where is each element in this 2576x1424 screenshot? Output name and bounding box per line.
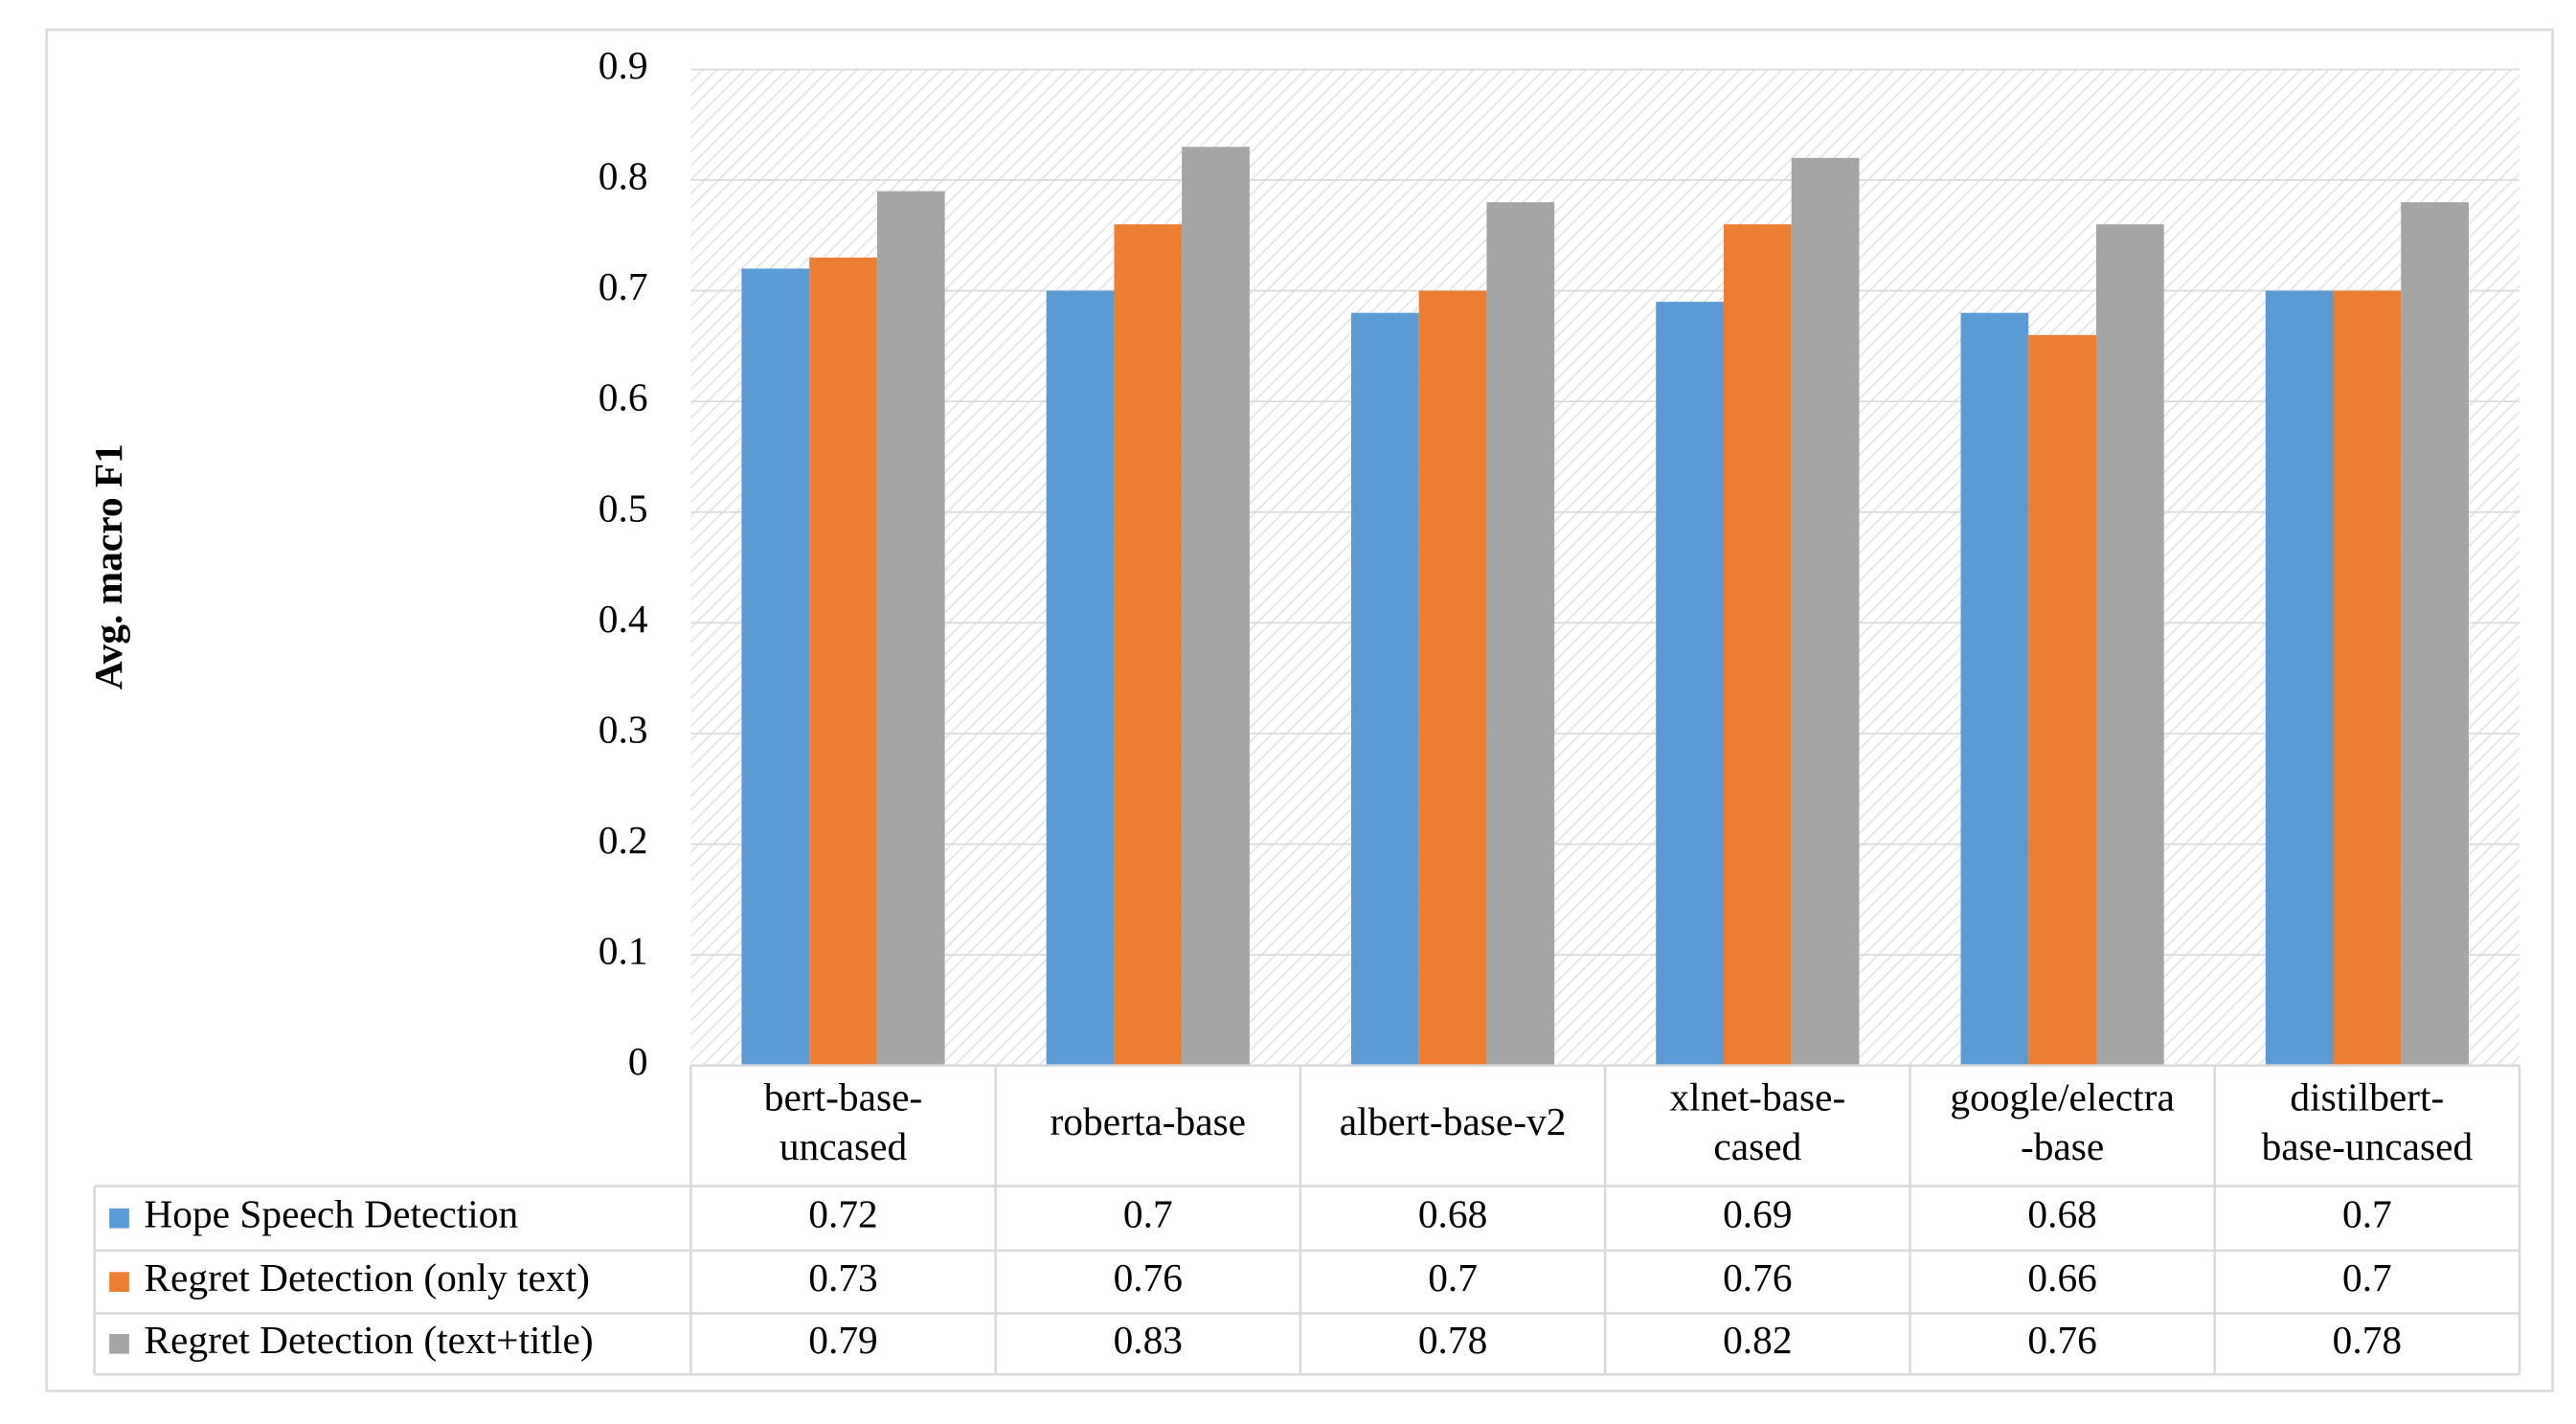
- legend-label: Hope Speech Detection: [144, 1192, 518, 1236]
- table-value: 0.78: [1418, 1318, 1487, 1362]
- table-value: 0.73: [808, 1255, 877, 1300]
- bar: [2401, 202, 2469, 1066]
- x-tick-label: -base: [2021, 1124, 2104, 1168]
- y-tick-label: 0: [628, 1039, 648, 1083]
- table-value: 0.7: [2342, 1192, 2392, 1236]
- bar: [1960, 312, 2029, 1066]
- legend-swatch: [109, 1272, 129, 1292]
- legend-swatch: [109, 1333, 129, 1354]
- x-tick-label: roberta-base: [1051, 1099, 1247, 1143]
- y-tick-label: 0.5: [599, 486, 648, 530]
- bar: [1046, 290, 1115, 1066]
- table-value: 0.68: [1418, 1192, 1487, 1236]
- x-tick-label: xlnet-base-: [1669, 1074, 1845, 1119]
- x-tick-label: albert-base-v2: [1340, 1099, 1567, 1143]
- y-tick-label: 0.6: [599, 375, 648, 419]
- legend-label: Regret Detection (text+title): [144, 1318, 593, 1363]
- table-value: 0.82: [1723, 1318, 1792, 1362]
- table-value: 0.66: [2027, 1255, 2096, 1300]
- y-tick-label: 0.8: [599, 154, 648, 198]
- table-value: 0.7: [2342, 1255, 2392, 1300]
- x-tick-label: base-uncased: [2262, 1124, 2474, 1168]
- table-value: 0.7: [1428, 1255, 1478, 1300]
- x-tick-label: bert-base-: [764, 1074, 922, 1119]
- table-value: 0.79: [808, 1318, 877, 1362]
- y-tick-label: 0.4: [599, 597, 648, 641]
- plot-area: [690, 69, 2520, 1066]
- bar: [809, 257, 877, 1066]
- y-tick-label: 0.2: [599, 818, 648, 862]
- table-value: 0.76: [1723, 1255, 1792, 1300]
- table-value: 0.76: [1114, 1255, 1183, 1300]
- x-tick-label: cased: [1713, 1124, 1801, 1168]
- bar: [1182, 147, 1250, 1066]
- y-tick-label: 0.1: [599, 929, 648, 973]
- bar: [1350, 312, 1419, 1066]
- bar: [1656, 302, 1724, 1066]
- y-axis-label: Avg. macro F1: [86, 443, 130, 689]
- table-value: 0.83: [1114, 1318, 1183, 1362]
- bar: [876, 191, 945, 1066]
- y-tick-label: 0.3: [599, 707, 648, 751]
- bar: [2265, 290, 2334, 1066]
- bar: [2333, 290, 2402, 1066]
- table-value: 0.68: [2027, 1192, 2096, 1236]
- bar: [741, 268, 810, 1066]
- bar: [2095, 224, 2164, 1066]
- table-value: 0.7: [1123, 1192, 1173, 1236]
- table-value: 0.76: [2027, 1318, 2096, 1362]
- bar: [1791, 157, 1860, 1066]
- bar: [2028, 334, 2096, 1066]
- legend-label: Regret Detection (only text): [144, 1255, 589, 1300]
- y-tick-label: 0.9: [599, 43, 648, 87]
- x-tick-label: google/electra: [1950, 1074, 2174, 1119]
- x-tick-label: distilbert-: [2290, 1074, 2444, 1119]
- legend-swatch: [109, 1208, 129, 1229]
- table-value: 0.78: [2333, 1318, 2402, 1362]
- bar: [1114, 224, 1183, 1066]
- bar: [1418, 290, 1487, 1066]
- table-value: 0.69: [1723, 1192, 1792, 1236]
- y-tick-label: 0.7: [599, 264, 648, 308]
- table-value: 0.72: [808, 1192, 877, 1236]
- bar: [1486, 202, 1555, 1066]
- x-tick-label: uncased: [780, 1124, 908, 1168]
- bar: [1723, 224, 1792, 1066]
